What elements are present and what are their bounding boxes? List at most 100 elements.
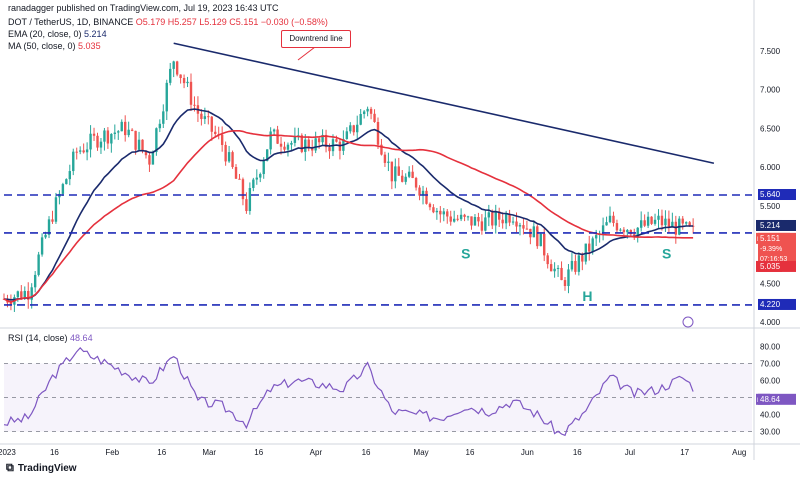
candle-body xyxy=(127,129,130,136)
rsi-legend-label: RSI (14, close) xyxy=(8,333,68,343)
candle-body xyxy=(54,197,58,222)
candle-body xyxy=(16,291,20,298)
candle-body xyxy=(456,218,459,220)
tradingview-logo[interactable]: ⧉ TradingView xyxy=(6,462,77,475)
candle-body xyxy=(626,229,629,233)
candle-body xyxy=(44,234,47,238)
candle-body xyxy=(688,222,691,226)
candle-body xyxy=(601,225,605,234)
candle-body xyxy=(608,215,612,223)
annotation-left-shoulder: S xyxy=(461,246,470,262)
candle-body xyxy=(567,269,570,287)
candle-body xyxy=(522,225,525,229)
candle-body xyxy=(137,139,141,150)
candle-body xyxy=(300,135,304,152)
candle-body xyxy=(283,146,286,150)
price-tick-label: 6.500 xyxy=(760,124,781,133)
candle-body xyxy=(255,177,258,180)
candle-body xyxy=(158,123,162,129)
price-tick-label: 4.000 xyxy=(760,318,781,327)
candle-body xyxy=(615,223,619,231)
rsi-tick-label: 80.00 xyxy=(760,343,781,352)
candle-body xyxy=(234,167,238,179)
candle-body xyxy=(151,152,155,165)
time-tick-label: 2023 xyxy=(0,448,16,457)
candle-body xyxy=(442,211,445,215)
level-4220-tag-value-bg xyxy=(758,298,796,310)
candle-body xyxy=(314,138,317,151)
annotation-downtrend-line: Downtrend line xyxy=(281,30,351,48)
candle-body xyxy=(411,171,414,178)
ema-tag-value-bg xyxy=(758,219,796,231)
candle-body xyxy=(629,229,632,235)
candle-body xyxy=(428,203,432,208)
candle-body xyxy=(643,220,646,226)
candle-body xyxy=(259,174,262,178)
candle-body xyxy=(345,131,349,139)
candle-body xyxy=(390,161,394,182)
candle-body xyxy=(560,267,563,281)
candle-body xyxy=(106,130,110,144)
price-tick-label: 7.000 xyxy=(760,86,781,95)
time-tick-label: Apr xyxy=(310,448,323,457)
candle-body xyxy=(335,139,338,142)
price-tick-label: 7.500 xyxy=(760,47,781,56)
candle-body xyxy=(646,216,650,226)
candle-body xyxy=(23,290,26,299)
candle-body xyxy=(317,138,321,143)
candle-body xyxy=(27,290,30,300)
candle-body xyxy=(349,125,352,132)
candle-body xyxy=(504,214,508,224)
brand-name: TradingView xyxy=(17,463,77,474)
candle-body xyxy=(477,216,480,222)
candle-body xyxy=(435,210,439,213)
ma-legend[interactable]: MA (50, close, 0) 5.035 xyxy=(8,41,101,52)
candle-body xyxy=(40,237,44,255)
candle-body xyxy=(99,141,103,148)
candle-body xyxy=(130,129,134,131)
candle-body xyxy=(581,255,584,262)
candle-body xyxy=(276,129,279,144)
candle-body xyxy=(369,108,373,114)
candle-body xyxy=(33,274,37,288)
candle-body xyxy=(570,260,574,270)
rsi-legend[interactable]: RSI (14, close) 48.64 xyxy=(8,333,93,343)
candle-body xyxy=(639,220,643,228)
time-tick-label: 16 xyxy=(157,448,166,457)
candle-body xyxy=(366,108,369,112)
candle-body xyxy=(169,68,172,83)
candle-body xyxy=(155,128,158,153)
rsi-line xyxy=(3,347,694,437)
candle-body xyxy=(397,166,400,176)
candle-body xyxy=(539,233,542,247)
candle-body xyxy=(588,243,591,252)
candle-body xyxy=(373,113,376,122)
ema-legend-label: EMA (20, close, 0) xyxy=(8,29,82,39)
candle-body xyxy=(290,142,293,145)
candle-body xyxy=(252,179,255,188)
rsi-tag-value: 48.64 xyxy=(760,395,781,404)
candle-body xyxy=(89,133,92,150)
candle-body xyxy=(304,139,307,152)
candle-body xyxy=(210,116,213,132)
ema-legend[interactable]: EMA (20, close, 0) 5.214 xyxy=(8,29,107,40)
candle-body xyxy=(144,150,148,156)
rsi-tick-label: 60.00 xyxy=(760,377,781,386)
candle-body xyxy=(68,171,71,180)
candle-body xyxy=(418,187,421,196)
candle-body xyxy=(321,134,324,143)
candle-body xyxy=(380,144,383,155)
candle-body xyxy=(356,124,359,133)
candle-body xyxy=(622,229,626,233)
candle-body xyxy=(376,121,380,145)
candle-body xyxy=(134,130,137,150)
candle-body xyxy=(293,136,297,143)
candle-body xyxy=(189,81,193,105)
candle-body xyxy=(110,133,113,144)
candle-body xyxy=(494,211,497,226)
candle-body xyxy=(75,151,78,153)
candle-body xyxy=(556,267,560,269)
candle-body xyxy=(387,161,390,163)
time-tick-label: 16 xyxy=(573,448,582,457)
